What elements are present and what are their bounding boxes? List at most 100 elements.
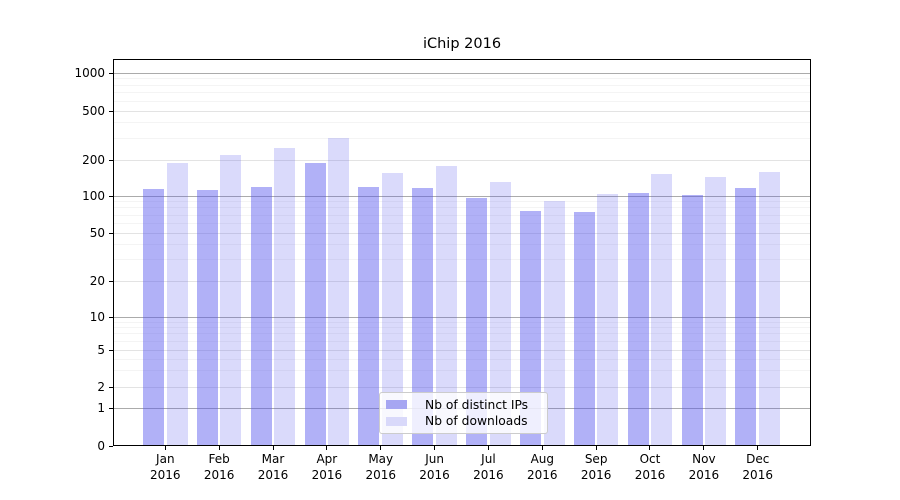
gridline-minor (114, 280, 810, 282)
y-tick-label: 5 (97, 343, 105, 357)
gridline-minor (114, 349, 810, 351)
y-tick-label: 200 (82, 153, 105, 167)
gridline-subminor (114, 358, 810, 360)
gridline-subminor (114, 259, 810, 261)
gridline-subminor (114, 333, 810, 335)
legend-label-distinct-ips: Nb of distinct IPs (425, 397, 529, 412)
x-tick-label-jul: Jul 2016 (473, 452, 504, 482)
y-tick-mark (109, 195, 113, 197)
x-tick-mark (326, 446, 328, 450)
x-tick-mark (164, 446, 166, 450)
bar-downloads-mar-2016 (274, 147, 296, 446)
y-tick-mark (109, 445, 113, 447)
x-tick-mark (757, 446, 759, 450)
y-tick-mark (109, 407, 113, 409)
bar-downloads-dec-2016 (759, 171, 780, 446)
x-tick-label-aug: Aug 2016 (527, 452, 558, 482)
gridline-subminor (114, 201, 810, 203)
bar-downloads-may-2016 (382, 172, 404, 446)
y-tick-mark (109, 159, 113, 161)
bar-distinct-ips-mar-2016 (250, 186, 272, 446)
x-tick-mark (649, 446, 651, 450)
y-tick-label: 2 (97, 380, 105, 394)
bar-distinct-ips-jun-2016 (412, 187, 434, 446)
gridline-subminor (114, 214, 810, 216)
x-tick-label-jun: Jun 2016 (419, 452, 450, 482)
y-tick-mark (109, 232, 113, 234)
legend-swatch-downloads (386, 416, 407, 426)
x-tick-label-dec: Dec 2016 (742, 452, 773, 482)
x-tick-label-oct: Oct 2016 (634, 452, 666, 482)
x-tick-mark (380, 446, 382, 450)
y-tick-label: 50 (89, 226, 105, 240)
y-tick-label: 100 (82, 189, 105, 203)
gridline-subminor (114, 137, 810, 139)
bar-downloads-sep-2016 (597, 194, 619, 446)
x-tick-label-sep: Sep 2016 (580, 452, 612, 482)
legend-item-downloads: Nb of downloads (386, 414, 547, 428)
x-tick-mark (595, 446, 597, 450)
gridline-subminor (114, 78, 810, 80)
y-tick-label: 10 (89, 310, 105, 324)
gridline-subminor (114, 122, 810, 124)
bar-distinct-ips-jul-2016 (466, 197, 488, 446)
y-tick-mark (109, 316, 113, 318)
gridline-subminor (114, 92, 810, 94)
x-tick-label-feb: Feb 2016 (203, 452, 235, 482)
gridline-subminor (114, 207, 810, 209)
bar-downloads-apr-2016 (328, 137, 350, 446)
legend: Nb of distinct IPs Nb of downloads (379, 392, 548, 434)
gridline-subminor (114, 327, 810, 329)
gridline-subminor (114, 340, 810, 342)
bar-downloads-feb-2016 (220, 155, 242, 446)
x-tick-mark (434, 446, 436, 450)
bar-distinct-ips-feb-2016 (196, 190, 218, 446)
x-tick-label-mar: Mar 2016 (257, 452, 289, 482)
x-tick-label-may: May 2016 (365, 452, 396, 482)
legend-item-distinct-ips: Nb of distinct IPs (386, 398, 547, 412)
bar-distinct-ips-sep-2016 (573, 212, 595, 446)
y-tick-label: 0 (97, 439, 105, 453)
y-tick-label: 1000 (74, 66, 105, 80)
x-tick-label-nov: Nov 2016 (688, 452, 720, 482)
y-tick-mark (109, 349, 113, 351)
x-tick-label-apr: Apr 2016 (311, 452, 343, 482)
legend-swatch-distinct-ips (386, 400, 407, 410)
bar-distinct-ips-dec-2016 (735, 188, 757, 446)
legend-label-downloads: Nb of downloads (425, 414, 528, 429)
y-tick-label: 20 (89, 274, 105, 288)
gridline-subminor (114, 321, 810, 323)
gridline-subminor (114, 222, 810, 224)
y-tick-mark (109, 386, 113, 388)
bar-distinct-ips-may-2016 (358, 186, 380, 446)
y-tick-label: 1 (97, 401, 105, 415)
bar-distinct-ips-jan-2016 (143, 189, 164, 446)
y-tick-mark (109, 280, 113, 282)
gridline-minor (114, 232, 810, 234)
bar-downloads-oct-2016 (651, 174, 673, 446)
y-tick-mark (109, 72, 113, 74)
x-tick-label-jan: Jan 2016 (150, 452, 181, 482)
gridline-subminor (114, 84, 810, 86)
bar-downloads-aug-2016 (543, 201, 565, 446)
bar-distinct-ips-aug-2016 (519, 210, 541, 446)
bar-downloads-jun-2016 (435, 166, 457, 446)
x-tick-mark (703, 446, 705, 450)
x-tick-mark (218, 446, 220, 450)
gridline-minor (114, 110, 810, 112)
gridline-major (114, 316, 810, 318)
chart-title: iChip 2016 (422, 36, 502, 52)
x-tick-mark (272, 446, 274, 450)
x-tick-mark (487, 446, 489, 450)
gridline-subminor (114, 244, 810, 246)
y-tick-mark (109, 110, 113, 112)
gridline-major (114, 195, 810, 197)
bar-distinct-ips-apr-2016 (304, 163, 326, 446)
bar-distinct-ips-oct-2016 (627, 192, 649, 446)
bar-distinct-ips-nov-2016 (681, 194, 703, 446)
y-tick-label: 500 (82, 104, 105, 118)
bar-downloads-jul-2016 (489, 181, 511, 446)
gridline-minor (114, 159, 810, 161)
bar-downloads-nov-2016 (705, 177, 727, 446)
